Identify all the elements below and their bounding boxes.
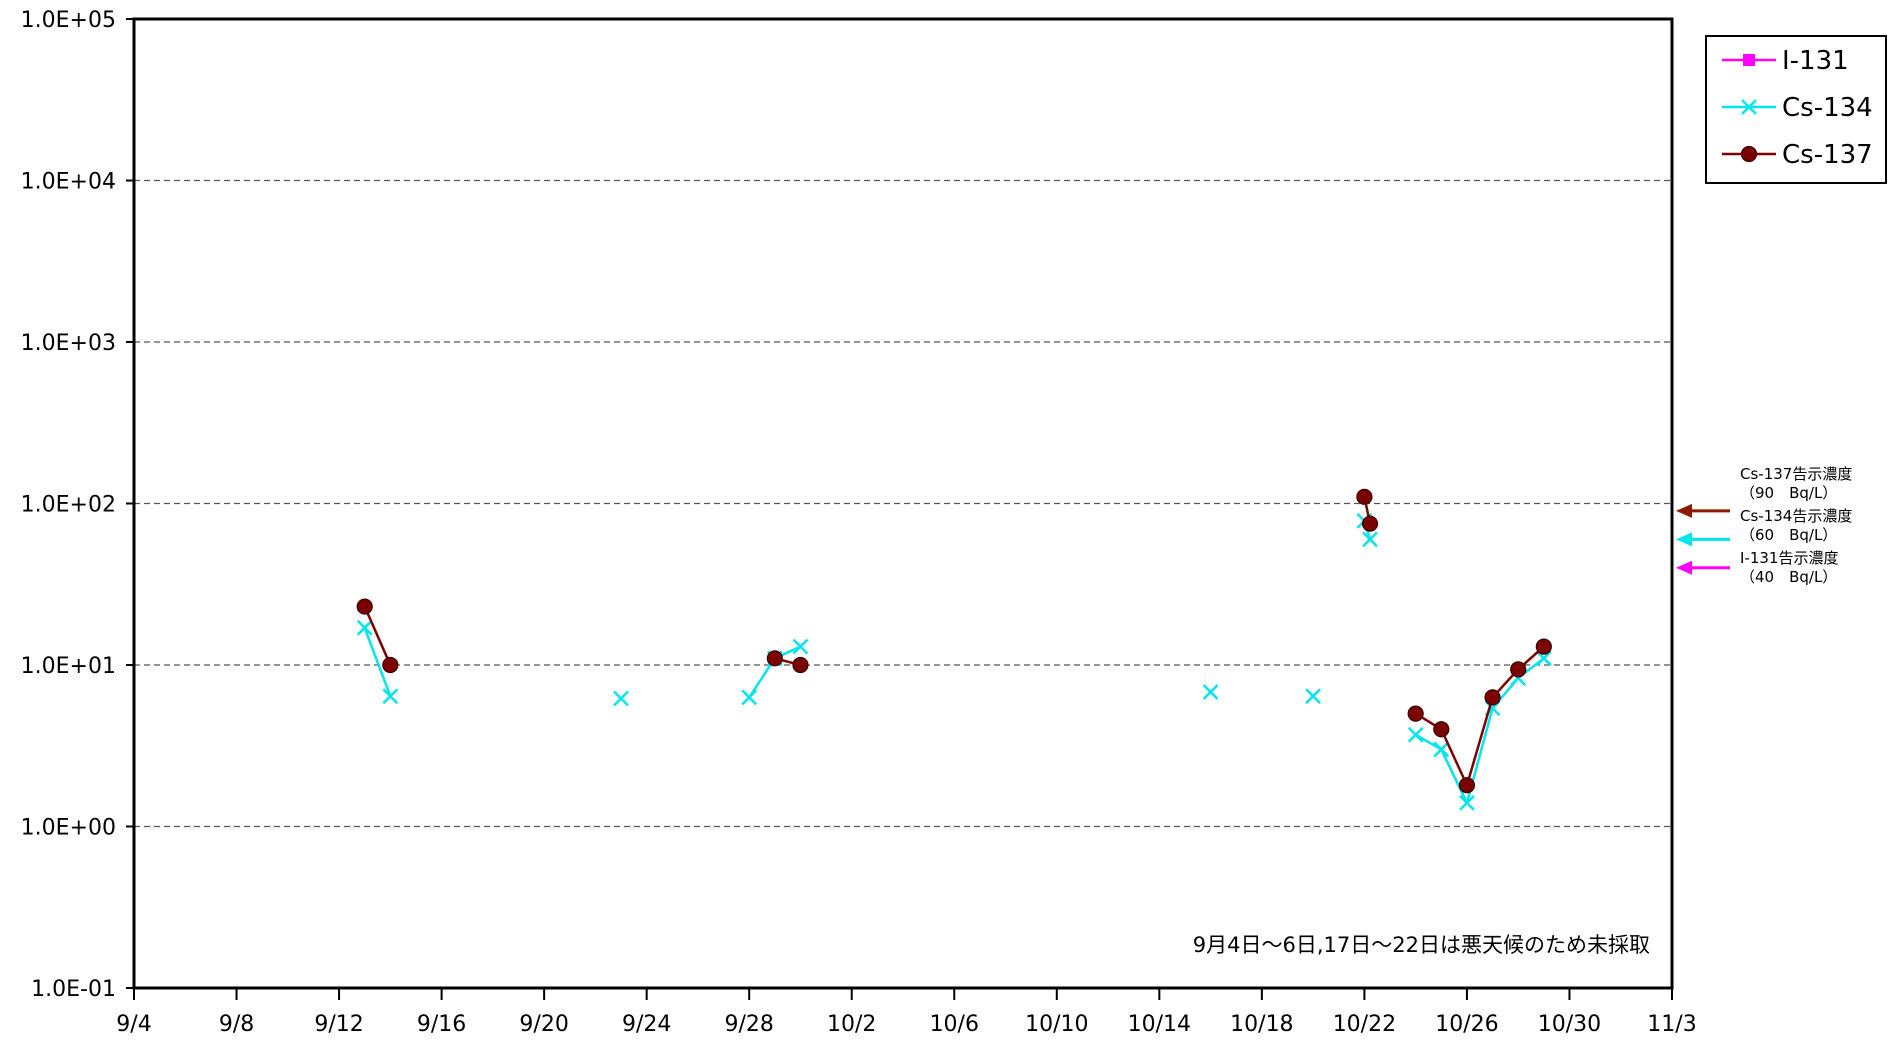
legend-label: Cs-137 xyxy=(1782,140,1873,170)
x-tick-label: 9/4 xyxy=(116,1012,151,1037)
data-point xyxy=(1407,726,1424,743)
reference-line: Cs-134告示濃度（60 Bq/L） xyxy=(1676,507,1852,547)
reference-label: I-131告示濃度 xyxy=(1740,549,1838,567)
x-tick-label: 10/26 xyxy=(1435,1012,1498,1037)
legend-label: I-131 xyxy=(1782,46,1849,76)
legend-marker xyxy=(1740,145,1758,163)
data-point xyxy=(1510,661,1527,678)
x-tick-label: 9/12 xyxy=(314,1012,363,1037)
data-point xyxy=(382,688,399,705)
x-tick-label: 9/24 xyxy=(622,1012,671,1037)
x-tick-label: 10/10 xyxy=(1025,1012,1088,1037)
data-point xyxy=(1459,795,1475,811)
data-point xyxy=(1305,688,1322,705)
data-point xyxy=(1362,531,1378,548)
y-tick-label: 1.0E+01 xyxy=(21,654,116,679)
x-tick-label: 9/20 xyxy=(519,1012,568,1037)
series-line-segment xyxy=(363,627,392,697)
y-tick-label: 1.0E+03 xyxy=(21,331,116,356)
x-tick-label: 11/3 xyxy=(1647,1012,1696,1037)
y-tick-label: 1.0E-01 xyxy=(31,977,116,1002)
series-line-segment xyxy=(1415,733,1442,751)
x-tick-label: 9/16 xyxy=(417,1012,466,1037)
series-cs-134 xyxy=(356,513,1552,811)
y-tick-label: 1.0E+04 xyxy=(21,170,116,195)
y-tick-label: 1.0E+05 xyxy=(21,8,116,33)
x-tick-label: 10/22 xyxy=(1333,1012,1396,1037)
x-axis: 9/4 9/8 9/12 9/16 9/20 9/24 9/28 10/2 10/6 10/10 1… xyxy=(116,988,1697,1037)
legend: I-131 Cs-134 Cs-137 xyxy=(1705,35,1887,184)
data-point xyxy=(356,598,373,615)
data-point xyxy=(1361,515,1379,532)
data-point xyxy=(1433,741,1450,758)
legend-marker xyxy=(1741,99,1757,115)
x-tick-label: 10/2 xyxy=(827,1012,876,1037)
reference-sublabel: （60 Bq/L） xyxy=(1740,526,1837,544)
x-tick-label: 9/28 xyxy=(724,1012,773,1037)
y-tick-label: 1.0E+00 xyxy=(21,816,116,841)
x-tick-label: 10/30 xyxy=(1538,1012,1601,1037)
y-tick-label: 1.0E+02 xyxy=(21,493,116,518)
reference-line: Cs-137告示濃度（90 Bq/L） xyxy=(1676,465,1852,518)
x-tick-label: 10/6 xyxy=(930,1012,979,1037)
data-point xyxy=(1407,705,1424,722)
data-point xyxy=(1202,684,1219,700)
reference-line: I-131告示濃度（40 Bq/L） xyxy=(1676,549,1838,586)
reference-sublabel: （90 Bq/L） xyxy=(1740,484,1837,502)
data-point xyxy=(792,638,809,655)
series-line-segment xyxy=(363,606,392,666)
series-line-segment xyxy=(1440,728,1469,786)
data-point xyxy=(1484,689,1501,706)
x-tick-label: 9/8 xyxy=(219,1012,254,1037)
reference-label: Cs-134告示濃度 xyxy=(1740,507,1852,525)
data-point xyxy=(1433,721,1450,738)
legend-item-i-131: I-131 xyxy=(1722,46,1849,76)
x-tick-label: 10/18 xyxy=(1230,1012,1293,1037)
reference-sublabel: （40 Bq/L） xyxy=(1740,568,1837,586)
data-point xyxy=(356,619,373,636)
data-point xyxy=(741,689,758,706)
legend-marker xyxy=(1743,54,1755,66)
reference-lines: Cs-137告示濃度（90 Bq/L）Cs-134告示濃度（60 Bq/L）I-… xyxy=(1676,465,1852,586)
series xyxy=(356,488,1552,811)
reference-label: Cs-137告示濃度 xyxy=(1740,465,1852,483)
legend-item-cs-137: Cs-137 xyxy=(1722,140,1873,170)
data-point xyxy=(613,690,629,707)
series-line-segment xyxy=(1465,697,1494,786)
legend-item-cs-134: Cs-134 xyxy=(1722,93,1873,123)
legend-label: Cs-134 xyxy=(1782,93,1873,123)
data-point xyxy=(1458,777,1476,794)
data-point xyxy=(1535,650,1552,667)
y-axis: 1.0E-01 1.0E+00 1.0E+01 1.0E+02 1.0E+03 1.0E+… xyxy=(21,8,134,1002)
grid-lines xyxy=(134,179,1672,828)
data-point xyxy=(1356,488,1373,505)
data-point xyxy=(792,656,809,674)
chart-note: 9月4日～6日,17日～22日は悪天候のため未採取 xyxy=(1193,933,1650,957)
data-point xyxy=(766,650,783,667)
series-cs-137 xyxy=(356,488,1552,794)
x-tick-label: 10/14 xyxy=(1128,1012,1191,1037)
data-point xyxy=(1535,638,1552,655)
data-point xyxy=(382,656,399,674)
series-line-segment xyxy=(1440,748,1469,804)
